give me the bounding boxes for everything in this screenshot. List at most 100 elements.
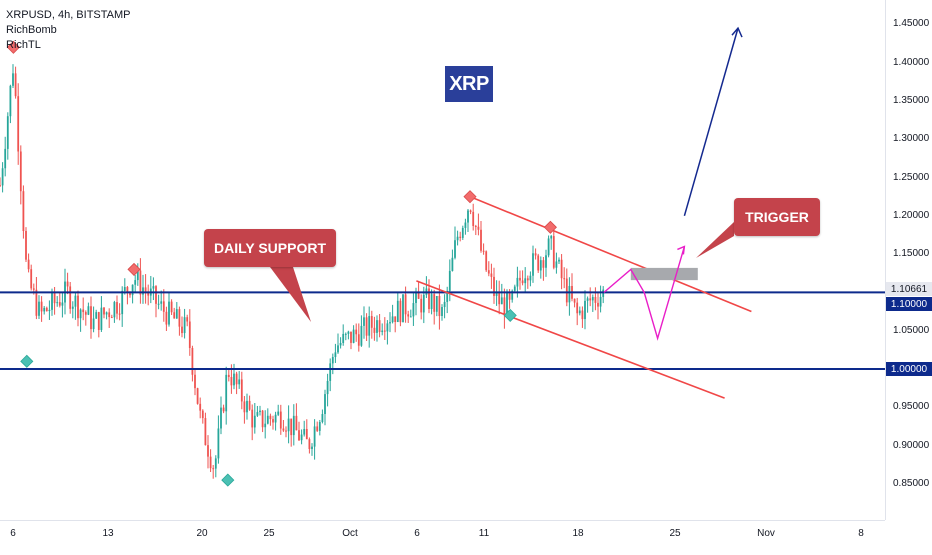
candle-body <box>212 468 215 470</box>
candle-body <box>173 312 176 319</box>
candle-body <box>110 317 113 319</box>
candle-body <box>446 290 449 302</box>
candle-body <box>435 295 438 312</box>
candle-body <box>45 307 48 312</box>
time-tick-label: 11 <box>478 528 490 539</box>
candle-body <box>552 236 555 268</box>
candle-body <box>144 287 147 292</box>
candle-body <box>58 302 61 306</box>
candle-body <box>175 309 178 319</box>
candle-body <box>103 307 105 315</box>
indicator-label-richtl[interactable]: RichTL <box>6 39 41 51</box>
price-tick-label: 1.25000 <box>893 171 930 183</box>
candle-body <box>407 314 410 317</box>
candle-body <box>409 316 412 318</box>
candle-body <box>532 253 534 276</box>
target-arrow <box>683 27 739 217</box>
candle-body <box>363 317 365 326</box>
candle-body <box>186 317 189 322</box>
time-tick-label: 20 <box>196 528 208 539</box>
candle-body <box>404 294 407 315</box>
time-tick-label: Nov <box>757 528 775 539</box>
candle-body <box>259 410 261 413</box>
candle-body <box>542 260 545 268</box>
candle-body <box>506 292 508 316</box>
candle-body <box>204 418 207 446</box>
candle-body <box>253 415 256 428</box>
price-tick-label: 0.95000 <box>893 401 930 413</box>
candle-body <box>220 407 222 429</box>
indicator-label-richbomb[interactable]: RichBomb <box>6 24 57 36</box>
candle-body <box>178 309 181 327</box>
candle-body <box>368 316 371 336</box>
candle-body <box>298 430 300 441</box>
candle-body <box>594 297 597 303</box>
candle-body <box>516 277 519 287</box>
candle-body <box>261 410 264 428</box>
price-tick-label: 1.30000 <box>893 133 930 145</box>
candle-body <box>467 210 469 223</box>
price-tick-label: 1.20000 <box>893 209 930 221</box>
candle-body <box>17 96 20 152</box>
candle-body <box>381 330 384 333</box>
candle-body <box>248 400 251 410</box>
symbol-label[interactable]: XRPUSD, 4h, BITSTAMP <box>6 9 131 21</box>
candle-body <box>30 269 33 289</box>
upper-line-price-tag: 1.10000 <box>886 297 932 311</box>
candle-body <box>581 310 584 320</box>
candle-body <box>279 411 282 429</box>
candle-body <box>38 301 40 316</box>
daily-support-callout: DAILY SUPPORT <box>204 229 336 267</box>
candle-body <box>454 240 456 258</box>
time-tick-label: 13 <box>102 528 114 539</box>
candle-body <box>422 294 425 313</box>
candle-body <box>240 379 243 402</box>
projection-arrowhead <box>677 245 686 255</box>
candle-body <box>586 298 589 301</box>
last-price-tag: 1.10661 <box>886 282 932 296</box>
chart-legend: XRPUSD, 4h, BITSTAMP RichBomb RichTL <box>6 8 131 53</box>
candle-body <box>214 458 217 469</box>
candle-body <box>121 290 124 315</box>
candle-body <box>160 301 163 304</box>
candle-body <box>433 294 436 312</box>
candle-body <box>550 236 553 239</box>
candle-body <box>14 73 17 97</box>
candle-body <box>370 316 373 328</box>
candle-body <box>563 278 566 280</box>
candle-body <box>142 287 144 295</box>
candle-body <box>412 303 415 317</box>
candle-body <box>97 312 100 330</box>
time-tick-label: 18 <box>572 528 584 539</box>
swing-high-marker <box>6 40 20 54</box>
candle-body <box>53 293 56 304</box>
candle-body <box>357 334 360 346</box>
time-axis[interactable] <box>0 520 885 551</box>
candle-body <box>568 286 571 303</box>
swing-low-marker <box>503 308 517 322</box>
candle-body <box>264 423 267 428</box>
candle-body <box>295 415 298 431</box>
candle-body <box>108 312 111 318</box>
candle-body <box>196 388 199 404</box>
candle-body <box>495 292 498 296</box>
candle-body <box>222 407 225 412</box>
candle-body <box>225 374 228 412</box>
trigger-callout-pointer <box>696 222 734 258</box>
candle-body <box>428 288 430 309</box>
candle-body <box>9 85 12 117</box>
price-axis[interactable] <box>885 0 932 520</box>
candle-body <box>311 446 313 449</box>
candle-body <box>402 294 404 323</box>
candle-body <box>126 287 129 293</box>
price-tick-label: 1.35000 <box>893 94 930 106</box>
candle-body <box>139 270 142 295</box>
candle-body <box>35 289 38 316</box>
candle-body <box>217 428 220 459</box>
candle-body <box>51 293 53 310</box>
candle-body <box>599 296 602 307</box>
candle-body <box>389 322 391 324</box>
candle-body <box>162 301 165 312</box>
